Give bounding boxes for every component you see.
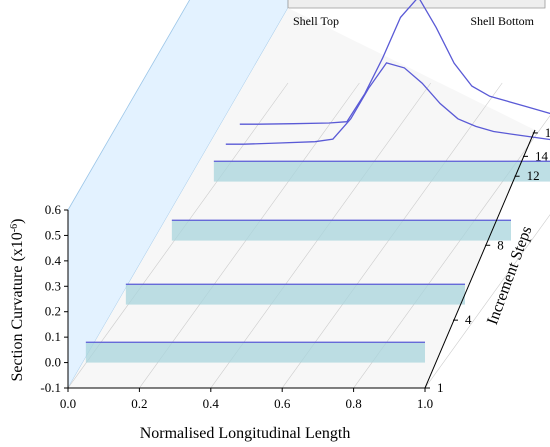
- series-step-8: [171, 219, 511, 241]
- series-step-16: [239, 0, 550, 125]
- series-step-12: [213, 160, 550, 182]
- z-tick-label: 1: [437, 380, 444, 395]
- annotation-shell-top: Shell Top: [293, 14, 339, 28]
- z-tick-label: 4: [465, 312, 472, 327]
- y-tick-label: 0.4: [45, 253, 62, 268]
- x-tick-label: 0.2: [131, 396, 147, 411]
- y-tick-label: 0.0: [45, 355, 61, 370]
- z-tick-label: 12: [527, 168, 540, 183]
- series-step-1: [85, 341, 425, 363]
- x-axis-title: Normalised Longitudinal Length: [140, 425, 351, 442]
- y-tick-label: -0.1: [40, 380, 61, 395]
- series-step-14: [225, 62, 550, 145]
- series-band: [213, 161, 550, 182]
- floor-grid-line: [424, 214, 550, 389]
- series-step-4: [125, 283, 465, 305]
- series-band: [85, 342, 425, 363]
- z-tick-label: 14: [535, 148, 549, 163]
- y-tick-label: 0.5: [45, 227, 61, 242]
- y-axis-title: Section Curvature (x10-6): [9, 219, 27, 382]
- y-tick-label: 0.1: [45, 329, 61, 344]
- y-tick-label: 0.6: [45, 202, 62, 217]
- y-tick-label: 0.2: [45, 304, 61, 319]
- z-tick-label: 16: [545, 125, 550, 140]
- series-band: [171, 220, 511, 241]
- series-line: [225, 62, 550, 145]
- z-axis-line: [424, 129, 536, 389]
- annotation-shell-bottom: Shell Bottom: [470, 14, 534, 28]
- series-band: [125, 284, 465, 305]
- x-tick-label: 0.4: [203, 396, 220, 411]
- x-tick-label: 0.0: [60, 396, 76, 411]
- back-wall: [287, 0, 546, 9]
- chart-series: [85, 0, 550, 363]
- x-tick-label: 1.0: [417, 396, 433, 411]
- chart-axes: -0.10.00.10.20.30.40.50.60.0 0.2 0.4 0.6 0.8…: [40, 125, 550, 411]
- series-line: [239, 0, 550, 125]
- z-tick-label: 8: [497, 237, 504, 252]
- x-tick-label: 0.8: [345, 396, 361, 411]
- x-tick-label: 0.6: [274, 396, 291, 411]
- y-tick-label: 0.3: [45, 278, 61, 293]
- chart-walls: [67, 0, 546, 390]
